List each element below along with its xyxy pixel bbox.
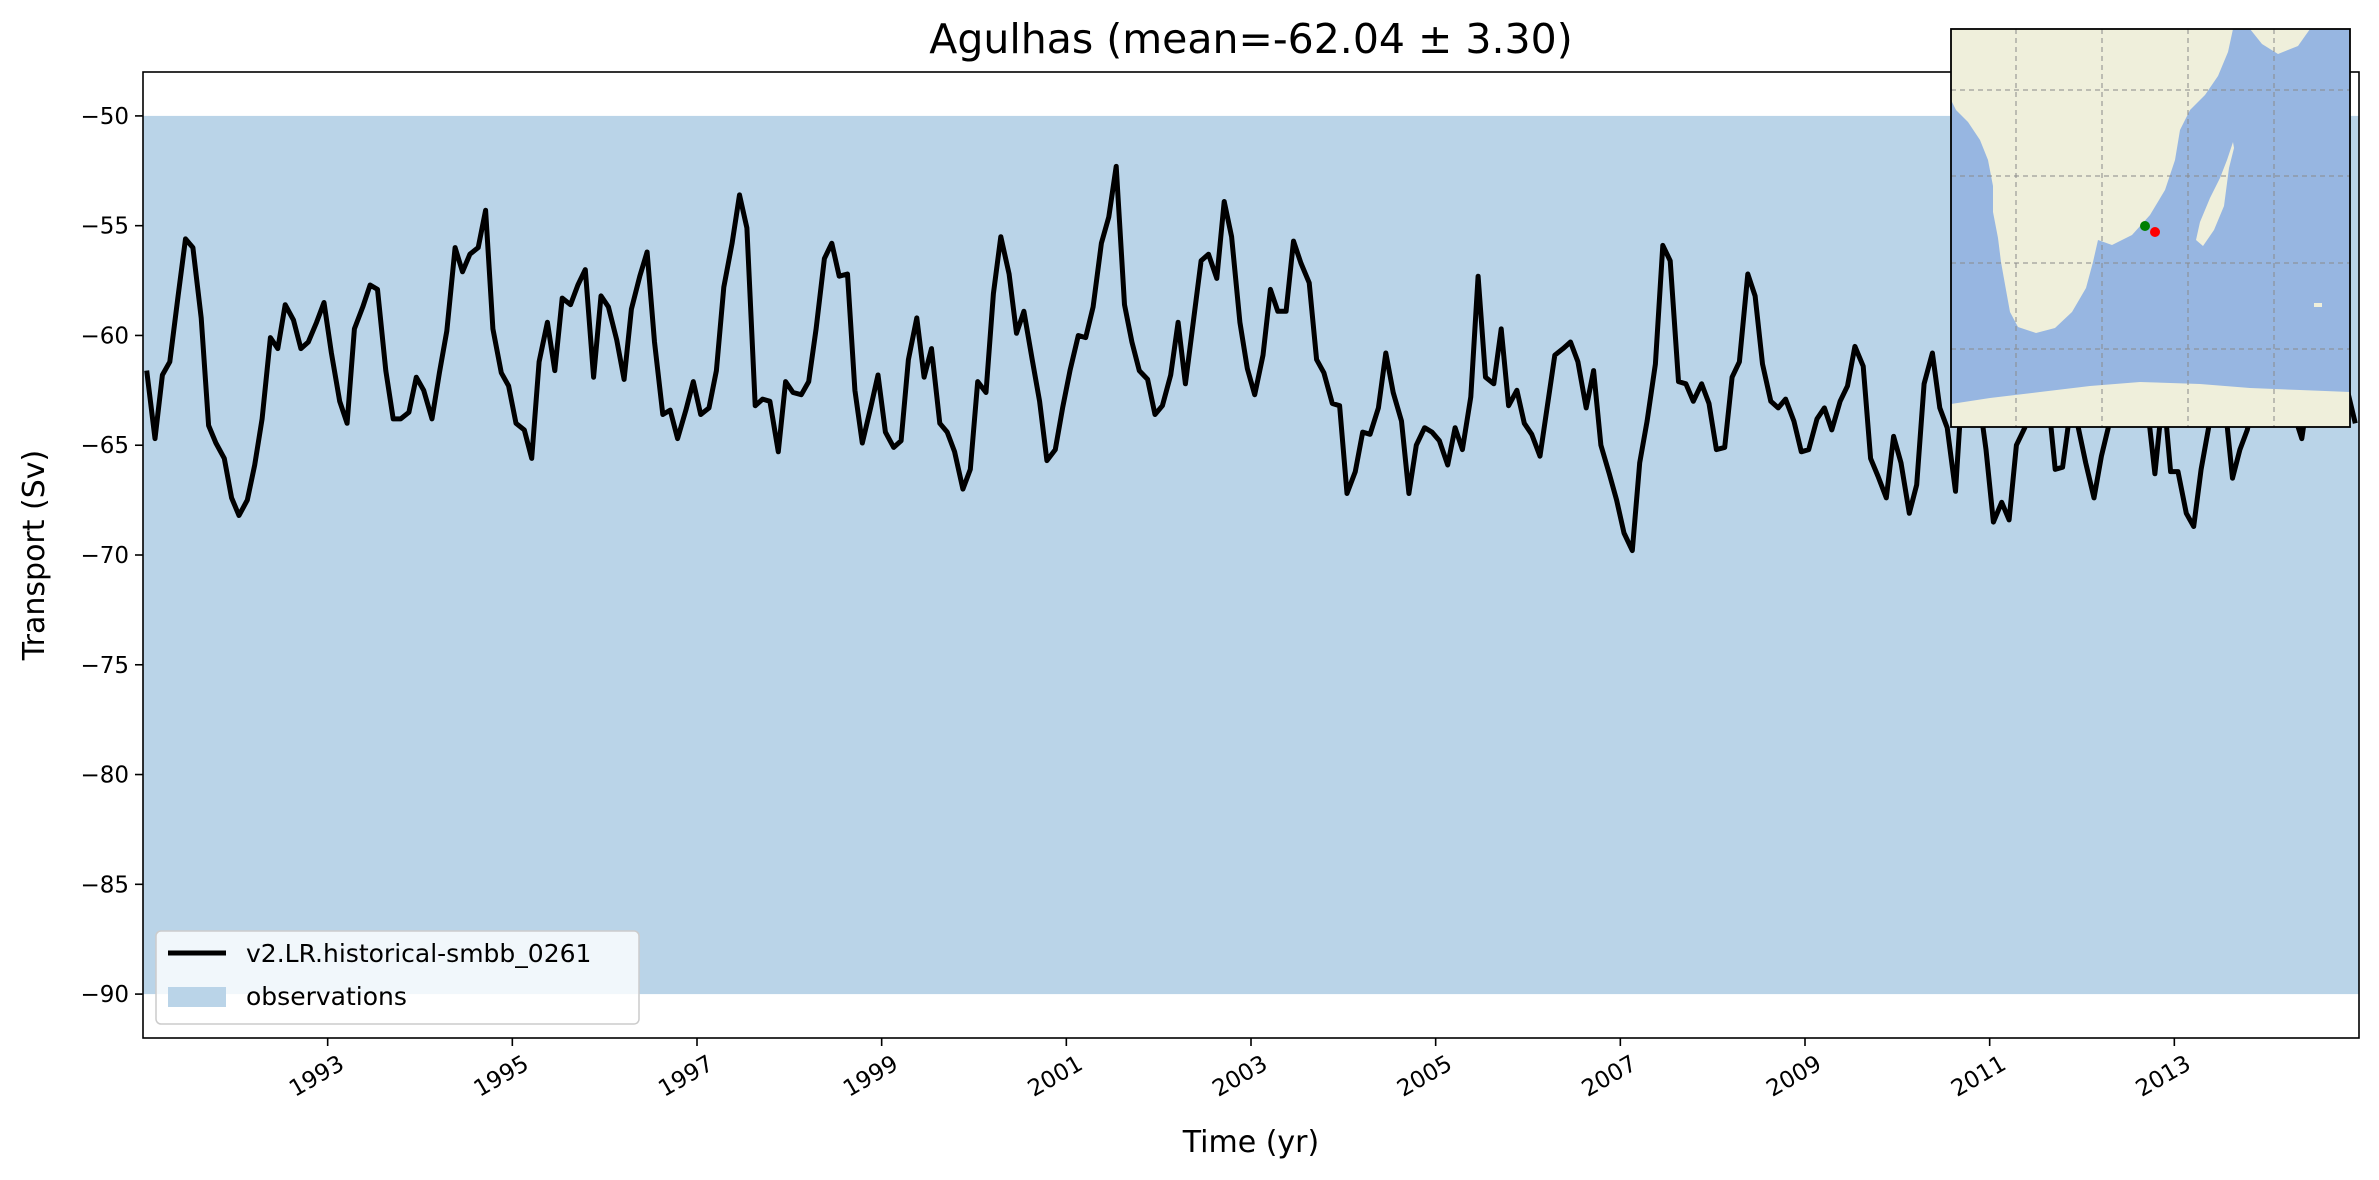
inset-map-land-antarctica [1951, 382, 2350, 427]
inset-map-point-green [2140, 221, 2150, 231]
y-axis: −50 −55 −60 −65 −70 −75 −80 −85 −90 [80, 104, 143, 1008]
y-tick-label: −80 [80, 763, 129, 789]
chart-title: Agulhas (mean=-62.04 ± 3.30) [929, 15, 1572, 63]
x-axis-label: Time (yr) [1182, 1125, 1319, 1160]
inset-map-point-red [2150, 227, 2160, 237]
legend: v2.LR.historical-smbb_0261 observations [155, 930, 640, 1025]
inset-map-frame [1950, 28, 2351, 428]
y-tick-label: −50 [80, 104, 129, 130]
legend-label-observations: observations [246, 982, 407, 1011]
legend-label-series: v2.LR.historical-smbb_0261 [246, 939, 591, 968]
legend-band-swatch [168, 987, 226, 1007]
y-tick-label: −70 [80, 543, 129, 569]
inset-map-land-island [2314, 303, 2322, 307]
inset-map-land-arabia [2250, 29, 2310, 54]
y-tick-label: −75 [80, 653, 129, 679]
inset-map-land-africa [1951, 29, 2233, 333]
y-tick-label: −85 [80, 872, 129, 898]
inset-map-gridlines [1951, 29, 2350, 427]
y-tick-label: −65 [80, 433, 129, 459]
inset-map [1950, 28, 2351, 428]
legend-box [155, 930, 640, 1025]
y-tick-label: −90 [80, 982, 129, 1008]
y-tick-label: −55 [80, 214, 129, 240]
inset-map-land-madagascar [2196, 142, 2234, 246]
y-axis-label: Transport (Sv) [17, 450, 52, 662]
y-tick-label: −60 [80, 323, 129, 349]
series-line [144, 163, 2358, 554]
